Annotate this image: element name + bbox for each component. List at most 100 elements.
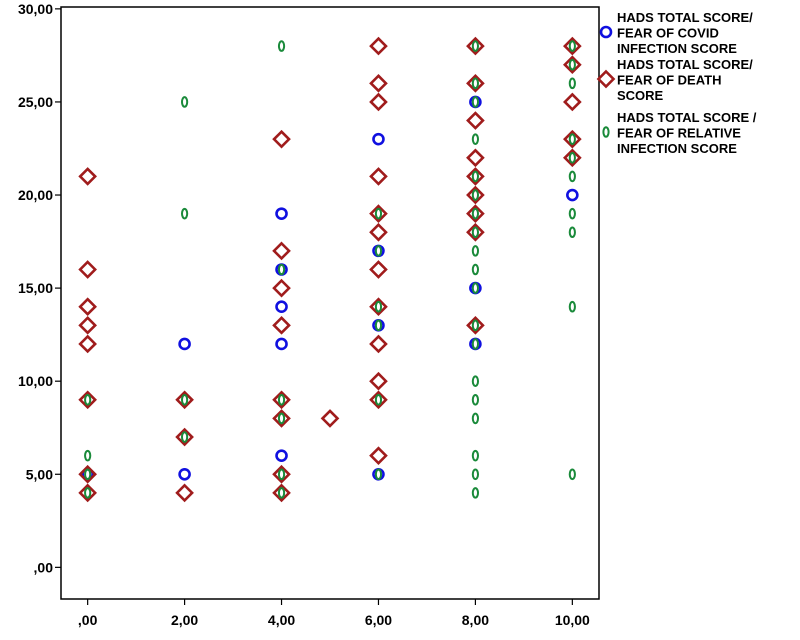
data-point-diamond <box>563 55 582 75</box>
legend-label-line: FEAR OF COVID <box>617 26 719 41</box>
data-point-diamond <box>466 36 485 56</box>
data-point-ellipse <box>471 263 480 276</box>
data-point-ellipse <box>568 207 576 220</box>
legend-label-line: INFECTION SCORE <box>617 141 737 156</box>
y-tick-label: 20,00 <box>18 187 53 203</box>
data-point-ellipse <box>568 58 576 71</box>
data-point-diamond <box>466 185 485 205</box>
data-point-ellipse <box>84 449 92 462</box>
axis-ticks: ,00 5,00 10,00 15,00 20,00 25,00 30,00 ,00 2,00 4… <box>18 1 590 628</box>
data-point-ellipse <box>374 245 383 257</box>
data-point-diamond <box>563 148 582 168</box>
data-point-ellipse <box>277 468 286 481</box>
data-point-diamond <box>466 148 485 168</box>
legend-circle-icon <box>599 25 613 39</box>
x-tick-label: ,00 <box>78 612 98 628</box>
data-point-diamond <box>175 483 194 503</box>
data-point-diamond <box>563 36 582 56</box>
data-point-circle <box>275 337 288 351</box>
x-tick-label: 2,00 <box>171 612 198 628</box>
data-point-circle <box>275 449 288 462</box>
data-point-ellipse <box>471 468 480 481</box>
legend: HADS TOTAL SCORE/ FEAR OF COVID INFECTION… <box>596 10 757 156</box>
data-point-diamond <box>563 129 582 149</box>
data-point-ellipse <box>568 468 576 481</box>
data-point-circle <box>178 337 191 351</box>
data-point-diamond <box>78 316 97 335</box>
data-point-diamond <box>369 297 388 317</box>
data-point-ellipse <box>180 394 189 406</box>
data-point-circle <box>275 207 288 220</box>
data-point-circle <box>178 467 191 481</box>
y-tick-label: 30,00 <box>18 1 53 17</box>
data-point-ellipse <box>180 431 189 443</box>
data-point-diamond <box>78 483 97 503</box>
data-point-ellipse <box>568 77 576 90</box>
x-tick-label: 4,00 <box>268 612 295 628</box>
data-point-diamond <box>78 297 97 317</box>
data-point-diamond <box>369 73 388 93</box>
data-point-ellipse <box>471 170 480 183</box>
data-point-diamond <box>175 390 194 410</box>
data-point-diamond <box>466 73 485 93</box>
data-point-ellipse <box>471 375 480 387</box>
data-point-diamond <box>369 204 388 223</box>
data-point-ellipse <box>277 40 286 52</box>
data-point-diamond <box>78 390 97 410</box>
x-tick-label: 6,00 <box>365 612 392 628</box>
data-point-diamond <box>78 464 97 484</box>
data-point-diamond <box>369 390 388 410</box>
data-point-diamond <box>78 260 97 279</box>
plot-frame <box>60 6 600 600</box>
data-points <box>78 36 582 503</box>
data-point-ellipse <box>374 319 383 332</box>
data-point-ellipse <box>374 468 383 481</box>
data-point-diamond <box>369 260 388 279</box>
data-point-ellipse <box>568 151 576 164</box>
data-point-ellipse <box>568 226 576 239</box>
legend-label-line: SCORE <box>617 88 664 103</box>
legend-label-line: FEAR OF RELATIVE <box>617 126 741 141</box>
data-point-diamond <box>175 427 194 447</box>
legend-diamond-icon <box>596 69 616 89</box>
data-point-ellipse <box>84 394 92 406</box>
data-point-diamond <box>272 390 291 410</box>
y-tick-label: 10,00 <box>18 373 53 389</box>
legend-ellipse-icon <box>602 126 610 138</box>
data-point-diamond <box>78 167 97 186</box>
data-point-ellipse <box>471 282 480 294</box>
y-tick-label: ,00 <box>34 559 54 575</box>
legend-label-line: HADS TOTAL SCORE/ <box>617 10 753 25</box>
data-point-ellipse <box>471 96 480 108</box>
data-point-ellipse <box>374 207 383 220</box>
y-tick-label: 5,00 <box>26 466 53 482</box>
data-point-diamond <box>272 409 291 428</box>
data-point-diamond <box>272 241 291 261</box>
data-point-ellipse <box>471 226 480 239</box>
y-tick-label: 15,00 <box>18 280 53 296</box>
data-point-circle <box>275 300 288 314</box>
legend-label-line: FEAR OF DEATH <box>617 73 721 88</box>
data-point-ellipse <box>180 96 189 108</box>
data-point-ellipse <box>471 449 480 462</box>
y-tick-label: 25,00 <box>18 94 53 110</box>
x-tick-label: 10,00 <box>555 612 590 628</box>
legend-label-line: HADS TOTAL SCORE/ <box>617 57 753 72</box>
data-point-diamond <box>369 222 388 242</box>
data-point-circle <box>566 188 579 202</box>
data-point-ellipse <box>568 40 576 52</box>
data-point-ellipse <box>568 170 576 183</box>
data-point-ellipse <box>277 394 286 406</box>
data-point-ellipse <box>277 487 286 499</box>
data-point-diamond <box>466 222 485 242</box>
data-point-ellipse <box>84 468 92 481</box>
data-point-ellipse <box>374 394 383 406</box>
data-point-ellipse <box>471 40 480 52</box>
data-point-ellipse <box>471 338 480 350</box>
data-point-ellipse <box>471 207 480 220</box>
data-point-ellipse <box>374 300 383 313</box>
data-point-ellipse <box>568 300 576 313</box>
data-point-ellipse <box>180 207 189 220</box>
data-point-circle <box>372 132 385 146</box>
